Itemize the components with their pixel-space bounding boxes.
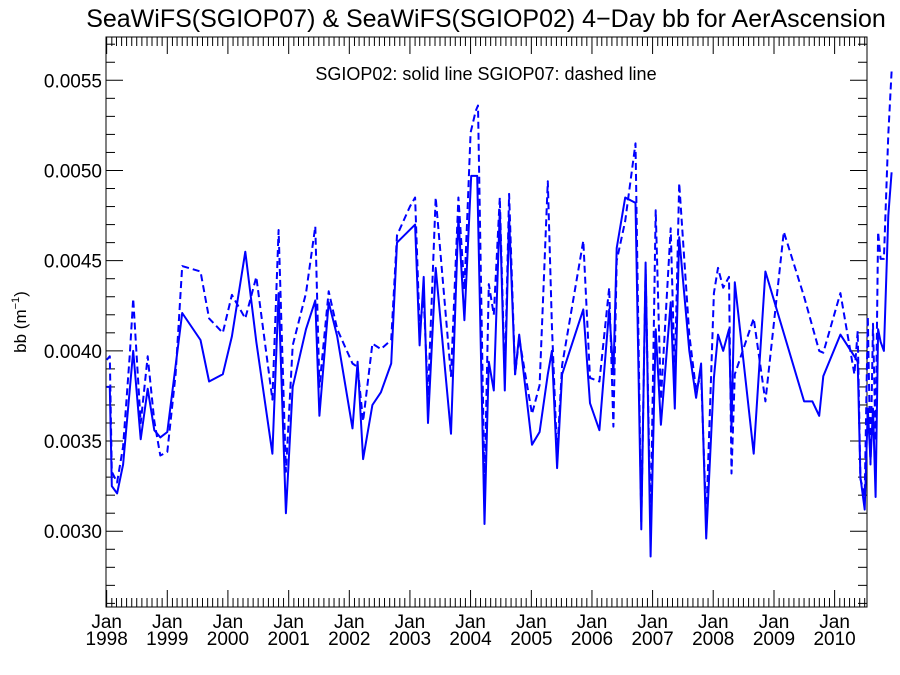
x-tick-year-label: 2003 (389, 629, 431, 650)
x-tick-year-label: 2010 (813, 629, 855, 650)
x-tick-month-label: Jan (91, 612, 122, 633)
x-tick-year-label: 2001 (268, 629, 310, 650)
y-axis-label-superscript: −1 (10, 297, 22, 310)
x-tick-month-label: Jan (637, 612, 668, 633)
x-tick-year-label: 2009 (753, 629, 795, 650)
x-tick-year-label: 2004 (449, 629, 492, 650)
plot-lines (105, 71, 893, 558)
x-tick-month-label: Jan (516, 612, 547, 633)
x-tick-year-label: 2006 (571, 629, 613, 650)
x-tick-month-label: Jan (759, 612, 790, 633)
y-axis-label-text: bb (m (11, 309, 30, 352)
x-tick-month-label: Jan (152, 612, 183, 633)
x-tick-year-label: 1998 (86, 629, 128, 650)
y-tick-label: 0.0040 (44, 342, 102, 363)
series-annotation: SGIOP02: solid line SGIOP07: dashed line (315, 64, 656, 84)
x-tick-month-label: Jan (455, 612, 486, 633)
y-tick-label: 0.0055 (44, 71, 102, 92)
y-tick-label: 0.0035 (44, 432, 102, 453)
x-tick-month-label: Jan (334, 612, 365, 633)
y-tick-label: 0.0030 (44, 522, 102, 543)
y-axis-label-close: ) (11, 291, 30, 297)
y-tick-label: 0.0045 (44, 252, 102, 273)
y-axis-label: bb (m−1) (10, 291, 30, 353)
x-tick-year-label: 2000 (207, 629, 249, 650)
x-axis: Jan1998Jan1999Jan2000Jan2001Jan2002Jan20… (86, 37, 866, 650)
sgiop02-solid-line (106, 172, 893, 558)
y-tick-label: 0.0050 (44, 161, 102, 182)
chart-title: SeaWiFS(SGIOP07) & SeaWiFS(SGIOP02) 4−Da… (86, 5, 886, 33)
x-tick-year-label: 2005 (510, 629, 552, 650)
x-tick-year-label: 1999 (146, 629, 188, 650)
y-axis: 0.0030 0.0035 0.0040 0.0045 0.0050 0.0055 (44, 43, 867, 604)
x-tick-month-label: Jan (698, 612, 729, 633)
x-tick-year-label: 2008 (692, 629, 734, 650)
x-tick-month-label: Jan (273, 612, 304, 633)
x-tick-month-label: Jan (395, 612, 426, 633)
sgiop07-dashed-line (105, 71, 893, 527)
x-tick-year-label: 2007 (631, 629, 673, 650)
x-tick-month-label: Jan (577, 612, 608, 633)
x-tick-year-label: 2002 (328, 629, 370, 650)
x-tick-month-label: Jan (213, 612, 244, 633)
x-tick-month-label: Jan (819, 612, 850, 633)
